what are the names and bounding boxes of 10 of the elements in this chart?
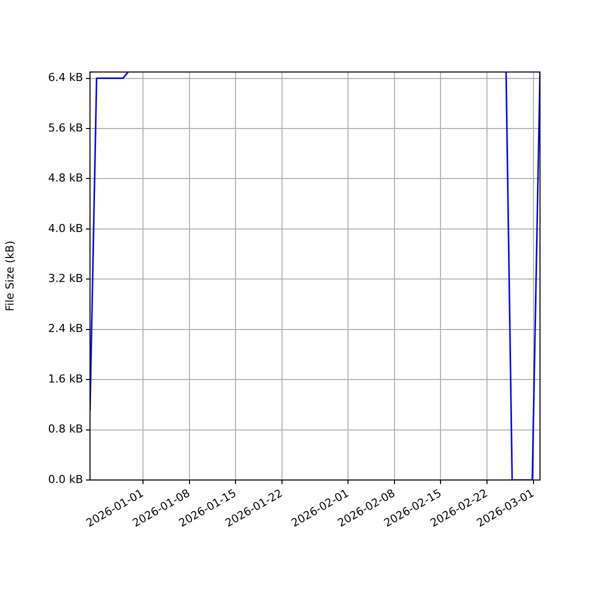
y-tick-label: 2.4 kB xyxy=(48,322,83,336)
y-tick-label: 0.8 kB xyxy=(48,422,83,436)
y-axis-title: File Size (kB) xyxy=(3,240,16,312)
y-tick-label: 4.8 kB xyxy=(48,172,83,185)
y-tick-label: 0.0 kB xyxy=(48,472,83,486)
y-tick-label: 3.2 kB xyxy=(48,272,83,285)
y-tick-label: 1.6 kB xyxy=(48,372,83,386)
y-tick-label: 5.6 kB xyxy=(48,121,83,134)
y-tick-label: 6.4 kB xyxy=(48,71,83,84)
y-tick-label: 4.0 kB xyxy=(48,222,83,235)
